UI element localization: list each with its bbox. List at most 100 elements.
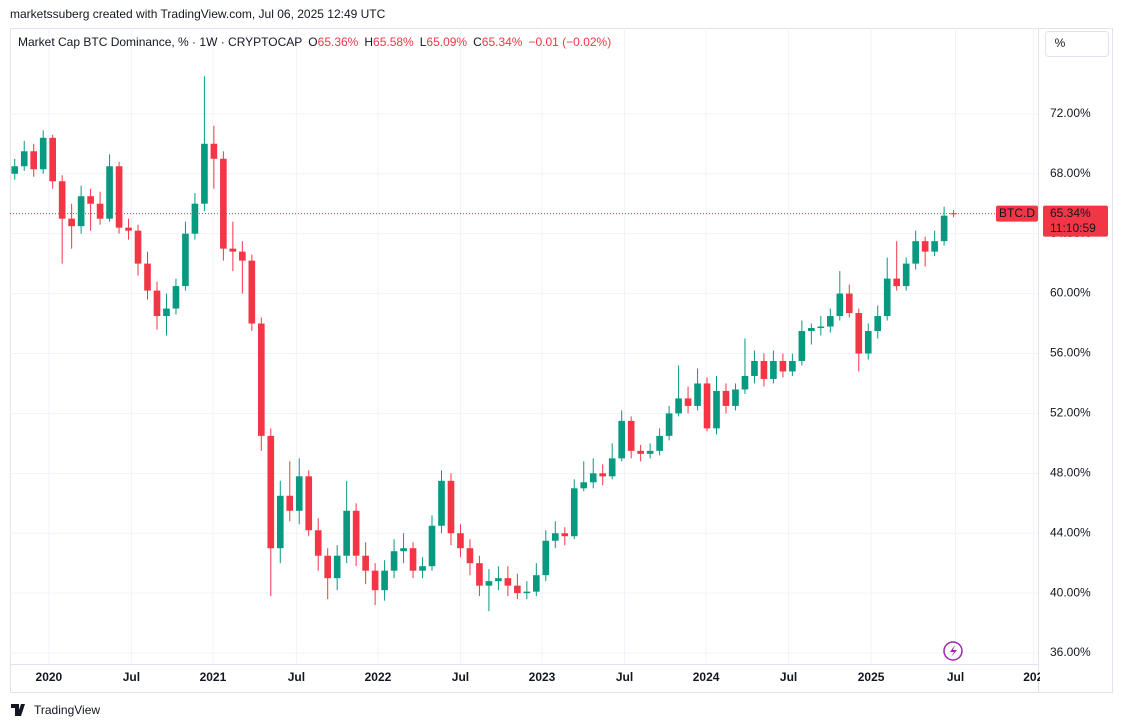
candle-body	[580, 482, 588, 489]
candle-body	[239, 251, 246, 261]
candle-body	[58, 181, 66, 219]
candle-body	[646, 450, 654, 454]
scale-button[interactable]	[1045, 31, 1109, 57]
candle-body	[817, 326, 825, 329]
candle-body	[902, 263, 910, 287]
candle-body	[608, 458, 616, 477]
credit: marketssuberg created with TradingView.c…	[10, 7, 386, 21]
y-tick-label: 44.00%	[1050, 525, 1091, 539]
x-tick-label: Jul	[616, 670, 633, 684]
candle-body	[125, 227, 132, 231]
x-tick-label: Jul	[947, 670, 964, 684]
candle-body	[864, 331, 872, 354]
candle-body	[779, 360, 787, 372]
candle-body	[153, 290, 161, 317]
candle-body	[874, 316, 882, 332]
brand-logo	[11, 704, 25, 716]
scale-button-label[interactable]: %	[1055, 36, 1066, 50]
y-tick-label: 52.00%	[1050, 406, 1091, 420]
candle-body	[163, 308, 170, 317]
candle-body	[182, 233, 189, 287]
candle-body	[447, 480, 455, 534]
candle-body	[39, 137, 47, 170]
candle-body	[741, 375, 749, 390]
candle-body	[457, 533, 464, 549]
candle-body	[789, 360, 796, 372]
candle-body	[362, 555, 369, 571]
candle-body	[400, 548, 407, 552]
candle-body	[286, 495, 294, 511]
chart-title: Market Cap BTC Dominance, % · 1W · CRYPT…	[18, 35, 302, 49]
candle-body	[409, 548, 417, 571]
candle-body	[504, 578, 512, 586]
candle-body	[551, 533, 559, 541]
legend-line: Market Cap BTC Dominance, % · 1W · CRYPT…	[18, 35, 611, 49]
candle-body	[419, 566, 426, 571]
candle-body	[656, 435, 663, 451]
candle-body	[533, 575, 540, 592]
candle-body	[276, 495, 284, 549]
candle-body	[371, 570, 379, 591]
candle-body	[106, 166, 113, 219]
candle-body	[665, 413, 673, 436]
candle-body	[305, 476, 313, 531]
candle-body	[760, 360, 768, 379]
candle-body	[912, 241, 919, 264]
candle-body	[172, 286, 180, 309]
candle-body	[523, 591, 531, 594]
candle-body	[314, 530, 322, 556]
candle-body	[115, 166, 123, 228]
candle-body	[257, 323, 265, 436]
candle-body	[267, 435, 275, 549]
candle-body	[950, 213, 957, 215]
x-tick-label: Jul	[780, 670, 797, 684]
low-value: 65.09%	[426, 35, 467, 49]
candle-body	[514, 585, 521, 594]
candle-body	[684, 398, 692, 406]
candle-body	[11, 166, 19, 174]
event-icon-bolt	[950, 645, 957, 657]
x-tick-label: 2021	[200, 670, 227, 684]
candle-body	[798, 331, 806, 361]
high-value: 65.58%	[373, 35, 414, 49]
event-icon[interactable]	[943, 641, 963, 661]
candle-body	[87, 196, 94, 204]
candle-body	[836, 293, 844, 317]
candle-body	[77, 196, 85, 227]
close-value: 65.34%	[482, 35, 523, 49]
x-tick-label: 2022	[365, 670, 392, 684]
x-tick-label: 2020	[36, 670, 63, 684]
candle-body	[732, 389, 739, 406]
candle-body	[428, 525, 436, 567]
countdown-label: 11:10:59	[1050, 221, 1096, 235]
candle-body	[210, 143, 218, 159]
y-tick-label: 68.00%	[1050, 166, 1091, 180]
candle-body	[883, 278, 891, 317]
candle-body	[495, 578, 502, 582]
candle-body	[30, 151, 38, 170]
candle-body	[485, 581, 493, 586]
x-tick-label: 2025	[858, 670, 885, 684]
symbol-tag	[996, 205, 1038, 222]
x-tick-label: 2023	[529, 670, 556, 684]
candle-body	[248, 260, 256, 324]
candle-body	[49, 137, 56, 182]
candle-body	[542, 540, 550, 576]
x-tick-label: Jul	[288, 670, 305, 684]
candle-body	[713, 390, 720, 429]
candle-body	[826, 316, 834, 327]
candle-body	[381, 570, 388, 591]
candle-body	[722, 390, 730, 406]
x-axis: 2020 Jul 2021 Jul 2022 Jul 2023 Jul 2024 Jul 2025 J…	[36, 670, 1040, 684]
candle-body	[589, 473, 597, 483]
candle-body	[191, 203, 199, 234]
candle-body	[324, 555, 332, 579]
y-tick-label: 72.00%	[1050, 106, 1091, 120]
candle-body	[343, 510, 350, 556]
y-tick-label: 56.00%	[1050, 346, 1091, 360]
candle-body	[466, 548, 474, 564]
chart-frame	[10, 28, 1113, 693]
y-tick-label: 40.00%	[1050, 585, 1091, 599]
candle-body	[96, 203, 104, 219]
overlay: BTC.D 65.34%11:10:59	[10, 205, 1108, 237]
